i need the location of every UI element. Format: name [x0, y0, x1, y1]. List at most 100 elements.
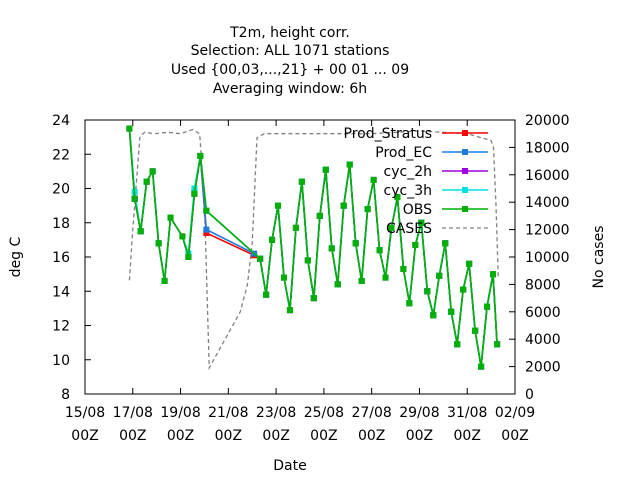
- legend-label-prod-ec: Prod_EC: [375, 145, 432, 161]
- y-tick-label: 10: [52, 353, 70, 369]
- series-point-obs: [364, 206, 371, 213]
- y2-tick-label: 20000: [525, 113, 570, 129]
- legend-marker-prod-stratus: [462, 130, 468, 136]
- x-tick-label: 27/08: [351, 405, 391, 421]
- series-line-cyc-2h: [128, 128, 498, 367]
- cases-line: [128, 128, 499, 371]
- y2-tick-label: 12000: [525, 223, 570, 239]
- series-point-obs: [472, 327, 479, 334]
- series-point-obs: [484, 303, 491, 310]
- series-point-obs: [358, 277, 365, 284]
- y-tick-label: 14: [52, 284, 70, 300]
- legend-marker-prod-ec: [462, 149, 468, 155]
- series-point-obs: [179, 233, 186, 240]
- x-tick-label-hour: 00Z: [358, 428, 385, 444]
- series-point-obs: [442, 240, 449, 247]
- series-point-obs: [263, 291, 270, 298]
- series-point-obs: [322, 166, 329, 173]
- legend-label-cyc-3h: cyc_3h: [384, 183, 432, 199]
- title-line-4: Averaging window: 6h: [213, 81, 367, 97]
- series-point-obs: [131, 195, 138, 202]
- series-point-obs: [275, 202, 282, 209]
- x-tick-label-hour: 00Z: [71, 428, 98, 444]
- series-point-obs: [280, 274, 287, 281]
- series-point-obs: [155, 240, 162, 247]
- series-line-cyc-3h: [128, 128, 498, 367]
- series-point-obs: [161, 277, 168, 284]
- legend: Prod_Stratus Prod_EC cyc_2h cyc_3h OBS CASES: [344, 126, 488, 237]
- legend-label-cyc-2h: cyc_2h: [384, 164, 432, 180]
- series-point-obs: [454, 341, 461, 348]
- series-point-obs: [494, 341, 501, 348]
- series-point-obs: [334, 281, 341, 288]
- y2-tick-label: 16000: [525, 168, 570, 184]
- y2-tick-label: 18000: [525, 140, 570, 156]
- x-axis-label: Date: [273, 458, 306, 474]
- series-point-obs: [310, 295, 317, 302]
- series-point-obs: [304, 257, 311, 264]
- y2-tick-label: 8000: [525, 277, 561, 293]
- y-tick-label: 18: [52, 216, 70, 232]
- series-point-obs: [191, 190, 198, 197]
- series-point-obs: [382, 274, 389, 281]
- x-tick-label-hour: 00Z: [119, 428, 146, 444]
- series-point-obs: [316, 212, 323, 219]
- y-tick-label: 16: [52, 250, 70, 266]
- series-line-prod-stratus: [128, 128, 498, 367]
- series-point-obs: [406, 300, 413, 307]
- legend-marker-cyc-2h: [462, 168, 468, 174]
- y-tick-label: 20: [52, 182, 70, 198]
- series-point-obs: [412, 242, 419, 249]
- series-point-obs: [424, 288, 431, 295]
- series-point-obs: [400, 265, 407, 272]
- series-point-obs: [466, 260, 473, 267]
- x-tick-label: 19/08: [160, 405, 200, 421]
- x-tick-label-hour: 00Z: [262, 428, 289, 444]
- y-tick-label: 22: [52, 147, 70, 163]
- series-point-obs: [203, 207, 210, 214]
- series-point-obs: [286, 307, 293, 314]
- series-point-obs: [185, 254, 192, 260]
- x-tick-label: 23/08: [256, 405, 296, 421]
- x-tick-label: 02/09: [495, 405, 535, 421]
- y2-tick-label: 0: [525, 387, 534, 403]
- plot-frame: [84, 119, 516, 395]
- series-point-obs: [137, 228, 144, 235]
- series-point-obs: [167, 214, 174, 221]
- y2-axis-label: No cases: [591, 226, 607, 289]
- legend-marker-obs: [462, 206, 468, 212]
- series-point-obs: [388, 224, 395, 231]
- series-point-obs: [430, 312, 437, 319]
- x-tick-label-hour: 00Z: [310, 428, 337, 444]
- legend-label-obs: OBS: [403, 202, 432, 218]
- series-line-prod-ec: [128, 128, 498, 367]
- series-point-obs: [328, 245, 335, 252]
- legend-marker-cyc-3h: [462, 187, 468, 193]
- x-tick-label: 17/08: [113, 405, 153, 421]
- series-point-obs: [126, 125, 133, 132]
- series-point-obs: [257, 255, 264, 262]
- series-point-obs: [376, 247, 383, 254]
- title-line-2: Selection: ALL 1071 stations: [191, 43, 390, 59]
- series-point-obs: [143, 178, 150, 185]
- series-point-obs: [418, 219, 425, 226]
- y-tick-label: 8: [61, 387, 70, 403]
- y2-tick-label: 6000: [525, 305, 561, 321]
- plot-area: 8 10 12 14 16 18 20 22 24 0 2000 4000 6000 8000 10000 1…: [52, 113, 569, 444]
- series-point-obs: [436, 272, 443, 279]
- series-point-obs: [460, 286, 467, 293]
- series-point-obs: [346, 161, 353, 168]
- legend-label-prod-stratus: Prod_Stratus: [344, 126, 432, 142]
- title-line-1: T2m, height corr.: [229, 25, 350, 41]
- chart-title: T2m, height corr. Selection: ALL 1071 st…: [171, 25, 409, 97]
- x-tick-label: 25/08: [304, 405, 344, 421]
- y-tick-label: 24: [52, 113, 70, 129]
- series-line-obs: [128, 128, 498, 367]
- series-point-obs: [394, 194, 401, 201]
- x-tick-label: 31/08: [447, 405, 487, 421]
- x-tick-label: 29/08: [399, 405, 439, 421]
- x-tick-label: 15/08: [65, 405, 105, 421]
- series-point-obs: [448, 308, 455, 315]
- y2-tick-label: 4000: [525, 332, 561, 348]
